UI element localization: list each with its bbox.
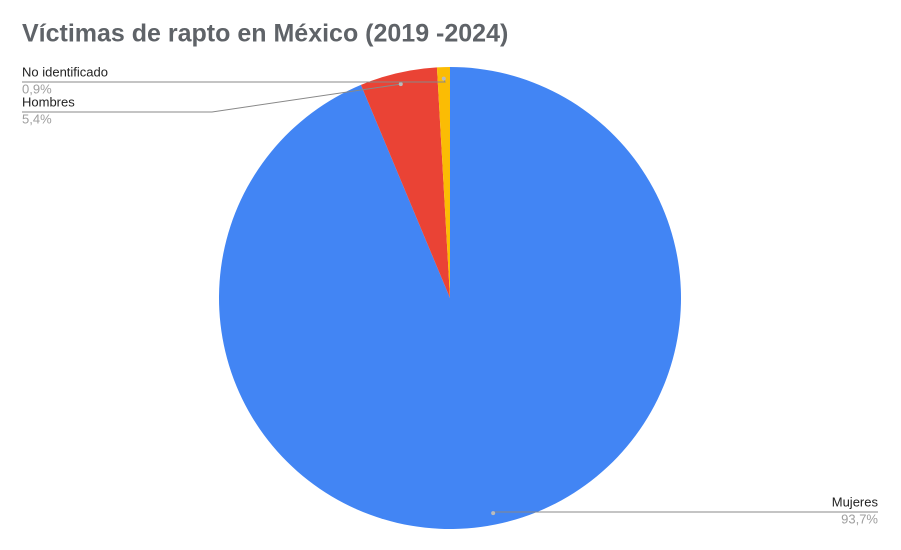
- slice-percent: 93,7%: [841, 511, 878, 526]
- leader-dot: [441, 76, 446, 81]
- slice-name: Mujeres: [832, 494, 879, 509]
- pie-slice: [436, 67, 450, 298]
- leader-line: [22, 83, 401, 113]
- slice-name: Hombres: [22, 94, 75, 109]
- leader-line: [492, 511, 878, 514]
- leader-dot: [491, 511, 496, 516]
- pie-slice: [218, 67, 681, 529]
- chart-title: Víctimas de rapto en México (2019 -2024): [22, 20, 508, 48]
- leader-dot: [398, 82, 403, 87]
- pie-slice: [360, 67, 450, 299]
- slice-percent: 5,4%: [22, 111, 52, 126]
- slice-name: No identificado: [22, 64, 108, 79]
- slice-percent: 0,9%: [22, 81, 52, 96]
